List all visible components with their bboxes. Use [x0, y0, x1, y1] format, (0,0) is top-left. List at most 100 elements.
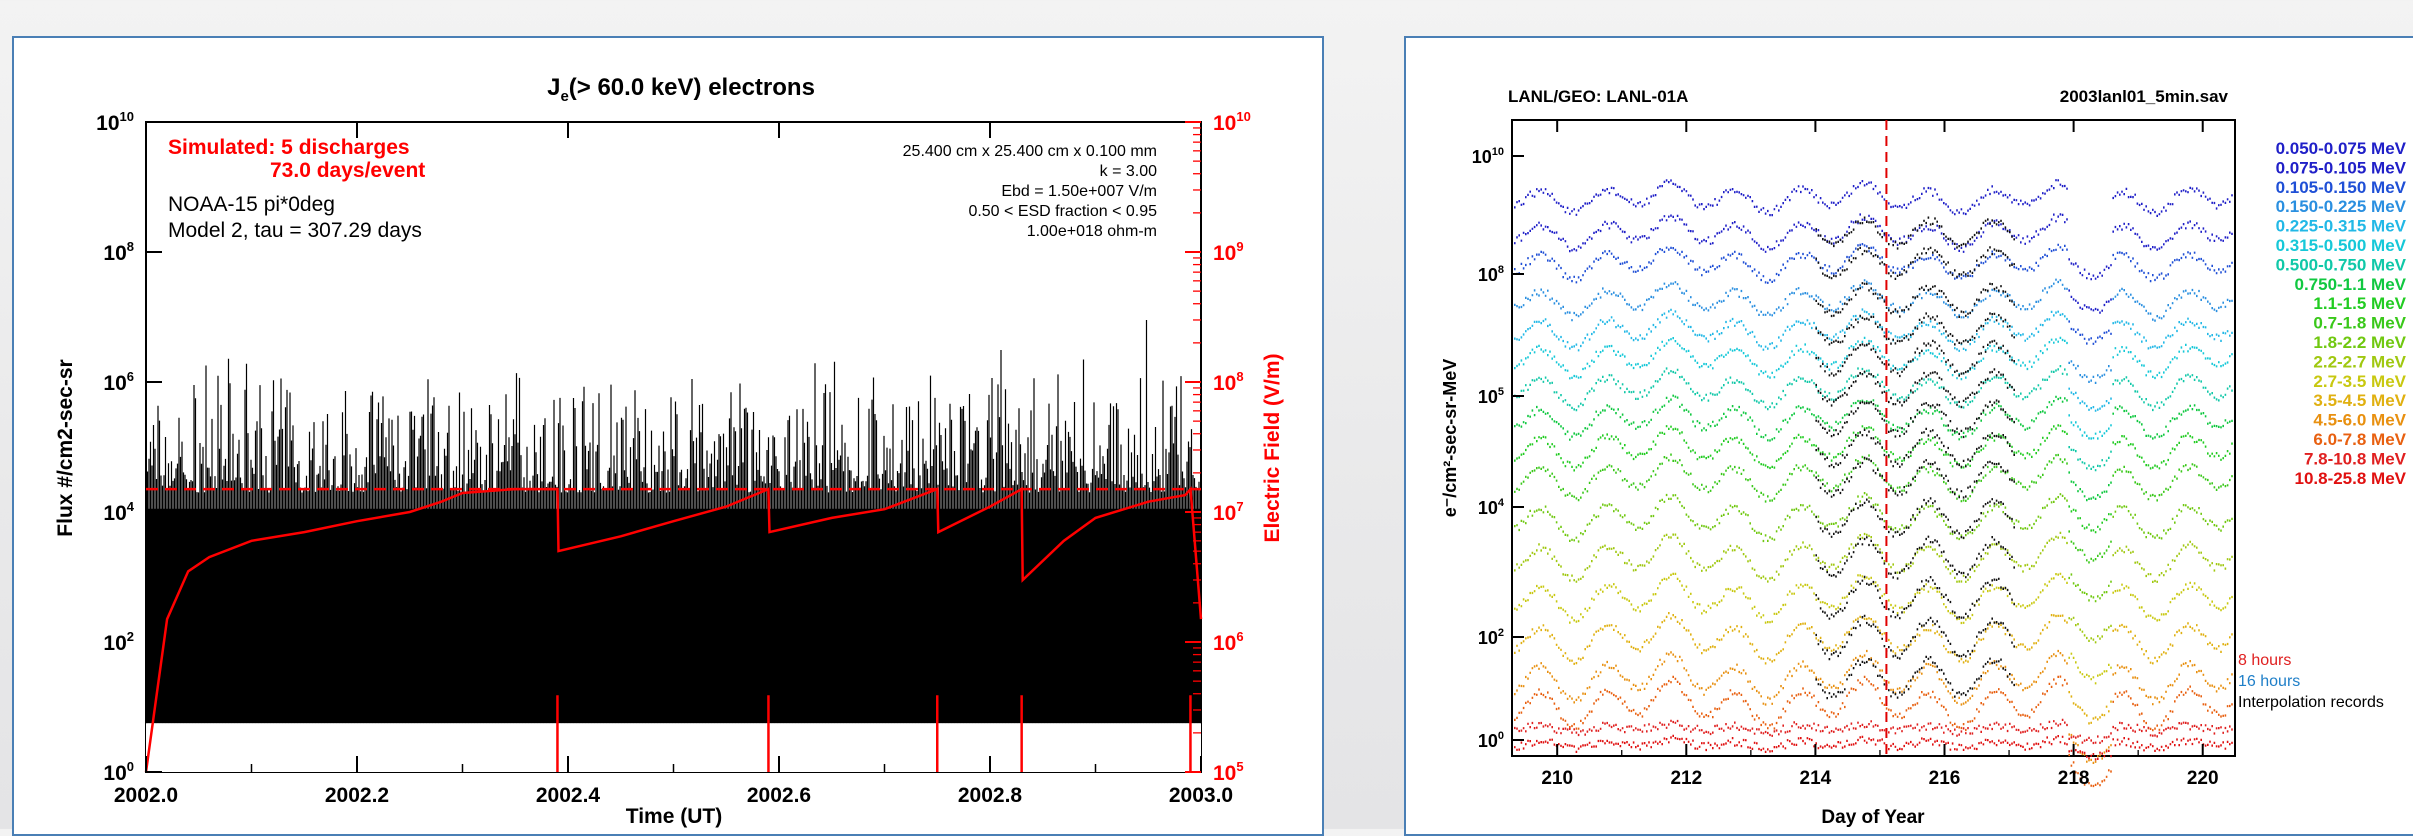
x-tick-label: 218 — [2058, 768, 2090, 789]
energy-channel-trace — [1514, 278, 2233, 384]
note-16-hours: 16 hours — [2238, 673, 2300, 690]
legend-item: 0.315-0.500 MeV — [2276, 236, 2407, 255]
legend-item: 10.8-25.8 MeV — [2294, 469, 2406, 488]
lanl-spectrum-chart: LANL/GEO: LANL-01A 2003lanl01_5min.sav 2… — [1440, 87, 2407, 828]
y2-tick-label: 1010 — [1213, 109, 1251, 135]
x-tick-label: 214 — [1800, 768, 1832, 789]
energy-channel-trace — [1514, 531, 2233, 644]
x-tick-label: 212 — [1670, 768, 1702, 789]
left-chart-panel: Je(> 60.0 keV) electrons 2002.0 2002.2 200… — [12, 36, 1324, 836]
x-axis: 210 212 214 216 218 220 — [1541, 120, 2219, 789]
interpolation-trace — [1815, 535, 2015, 580]
interpolation-trace — [1815, 497, 2015, 539]
x-tick-label: 220 — [2187, 768, 2219, 789]
y-tick-label: 100 — [103, 759, 134, 785]
flux-baseline-gap — [146, 723, 1201, 772]
interpolation-trace — [1815, 399, 2015, 439]
x-axis-label: Time (UT) — [626, 805, 722, 828]
energy-channel-trace — [1514, 675, 2233, 788]
energy-channel-trace — [1514, 649, 2233, 764]
y-tick-label: 105 — [1478, 386, 1504, 407]
param-line: k = 3.00 — [1100, 163, 1157, 180]
param-line: 25.400 cm x 25.400 cm x 0.100 mm — [903, 143, 1157, 160]
legend-item: 3.5-4.5 MeV — [2313, 391, 2406, 410]
note-8-hours: 8 hours — [2238, 652, 2291, 669]
x-axis-label: Day of Year — [1821, 807, 1925, 828]
y-tick-label: 1010 — [96, 109, 134, 135]
energy-channel-trace — [1514, 424, 2233, 534]
y-tick-label: 100 — [1478, 730, 1504, 751]
legend-item: 0.7-1.8 MeV — [2313, 314, 2406, 333]
x-axis: 2002.0 2002.2 2002.4 2002.6 2002.8 2003.0 — [114, 122, 1233, 807]
interpolation-trace — [1815, 575, 2015, 620]
energy-channel-trace — [1514, 179, 2233, 281]
legend-item: 7.8-10.8 MeV — [2304, 449, 2407, 468]
x-tick-label: 210 — [1541, 768, 1573, 789]
x-tick-label: 2002.2 — [325, 784, 389, 807]
electric-field-series — [144, 486, 1203, 773]
legend-item: 0.075-0.105 MeV — [2276, 158, 2407, 177]
y-axis-label-left: Flux #/cm2-sec-sr — [54, 359, 77, 536]
energy-channel-trace — [1514, 336, 2233, 440]
interpolation-trace — [1815, 282, 2015, 318]
legend-item: 0.750-1.1 MeV — [2294, 275, 2406, 294]
y-tick-label: 108 — [103, 239, 134, 265]
flux-electric-field-chart: Je(> 60.0 keV) electrons 2002.0 2002.2 200… — [54, 74, 1284, 828]
param-line: 1.00e+018 ohm-m — [1027, 223, 1157, 240]
model-annotation: Model 2, tau = 307.29 days — [168, 219, 422, 242]
y-tick-label: 104 — [103, 499, 134, 525]
param-line: Ebd = 1.50e+007 V/m — [1001, 183, 1157, 200]
y-tick-label: 104 — [1478, 497, 1505, 518]
interpolation-trace — [1815, 456, 2015, 499]
x-tick-label: 2002.6 — [747, 784, 811, 807]
x-tick-label: 2002.0 — [114, 784, 178, 807]
interpolation-trace — [1815, 427, 2015, 469]
flux-spikes — [145, 320, 1202, 724]
energy-channel-trace — [1514, 213, 2233, 314]
satellite-header: LANL/GEO: LANL-01A — [1508, 87, 1688, 106]
x-tick-label: 2002.8 — [958, 784, 1023, 807]
electric-field-line — [144, 486, 1203, 773]
legend-item: 1.8-2.2 MeV — [2313, 333, 2406, 352]
legend-item: 0.225-0.315 MeV — [2276, 217, 2407, 236]
energy-channel-trace — [1514, 243, 2233, 345]
y-tick-label: 1010 — [1472, 146, 1504, 167]
legend-item: 6.0-7.8 MeV — [2313, 430, 2406, 449]
note-interpolation: Interpolation records — [2238, 694, 2384, 711]
energy-channel-trace — [1514, 492, 2233, 603]
interpolation-trace — [1815, 339, 2015, 378]
energy-channel-series — [1514, 179, 2233, 788]
legend-item: 1.1-1.5 MeV — [2313, 294, 2406, 313]
chart-title: Je(> 60.0 keV) electrons — [547, 74, 815, 105]
file-header: 2003lanl01_5min.sav — [2060, 87, 2229, 106]
legend-item: 2.2-2.7 MeV — [2313, 352, 2406, 371]
y-axis-label-right: Electric Field (V/m) — [1261, 353, 1284, 542]
noaa-annotation: NOAA-15 pi*0deg — [168, 193, 335, 216]
y2-tick-label: 107 — [1213, 499, 1244, 525]
y-tick-label: 102 — [103, 629, 134, 655]
flux-bars — [145, 320, 1202, 772]
sim-annotation-1: Simulated: 5 discharges — [168, 136, 410, 159]
energy-channel-trace — [1514, 718, 2233, 745]
legend-item: 2.7-3.5 MeV — [2313, 372, 2406, 391]
y-axis: 100 102 104 105 108 1010 — [1472, 146, 1524, 751]
y2-tick-label: 108 — [1213, 369, 1244, 395]
y2-tick-label: 105 — [1213, 759, 1244, 785]
interpolation-trace — [1815, 246, 2015, 280]
y-tick-label: 106 — [103, 369, 134, 395]
y-tick-label: 102 — [1478, 627, 1504, 648]
y2-tick-label: 109 — [1213, 239, 1244, 265]
legend-item: 0.150-0.225 MeV — [2276, 197, 2407, 216]
legend-item: 0.105-0.150 MeV — [2276, 178, 2407, 197]
legend-item: 0.500-0.750 MeV — [2276, 255, 2407, 274]
right-chart-panel: LANL/GEO: LANL-01A 2003lanl01_5min.sav 2… — [1404, 36, 2413, 836]
legend-item: 4.5-6.0 MeV — [2313, 411, 2406, 430]
y-axis-right: 105 106 107 108 109 1010 — [1185, 109, 1251, 785]
interpolation-trace — [1815, 655, 2015, 700]
energy-channel-trace — [1514, 308, 2233, 412]
interpolation-trace — [1815, 614, 2015, 661]
x-tick-label: 2002.4 — [536, 784, 601, 807]
x-tick-label: 2003.0 — [1169, 784, 1233, 807]
y-axis-left: 100 102 104 106 108 1010 — [96, 109, 162, 785]
